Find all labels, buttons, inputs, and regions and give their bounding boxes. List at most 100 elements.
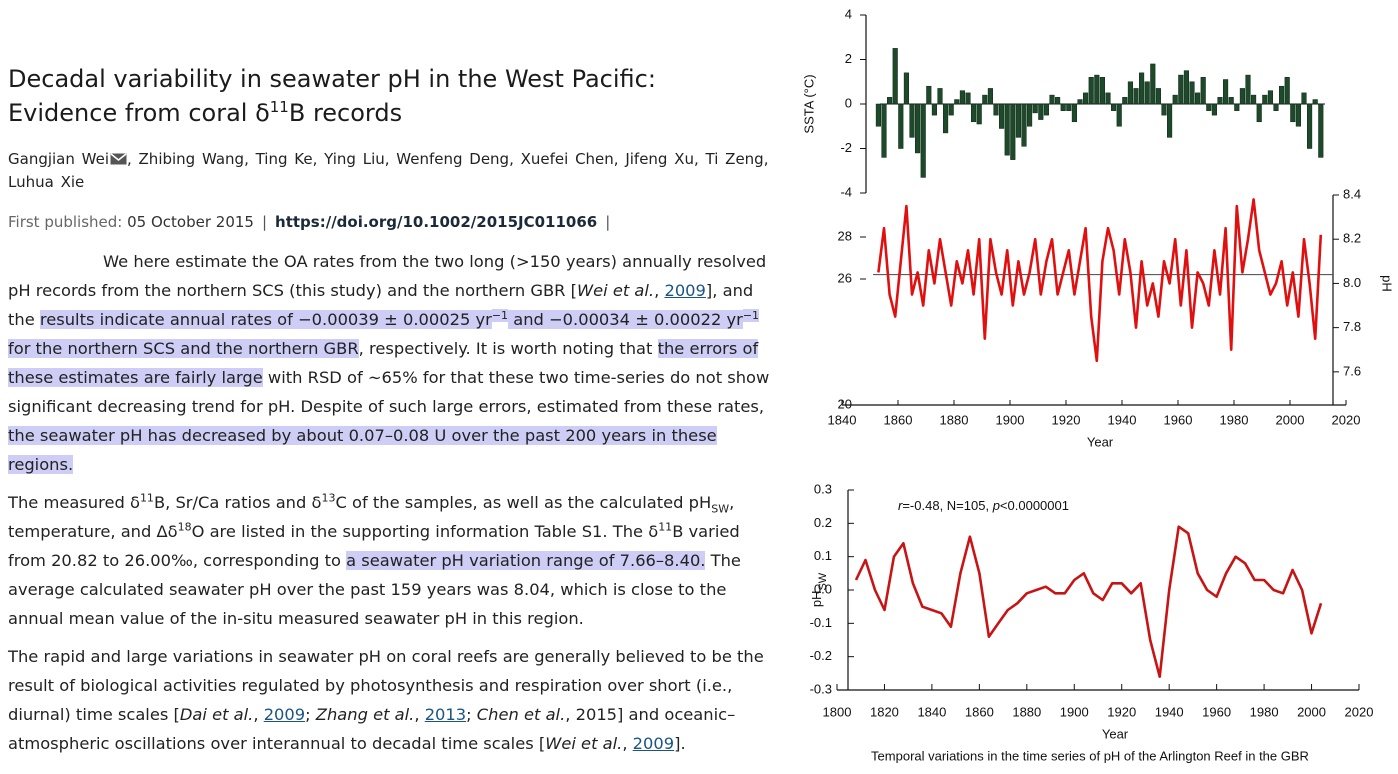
- x-tick-label: 2020: [1332, 412, 1361, 427]
- citation-link[interactable]: 2009: [664, 281, 706, 300]
- x-tick-label: 1900: [1060, 704, 1089, 719]
- bar: [1004, 103, 1010, 156]
- citation-link[interactable]: 2013: [424, 705, 467, 724]
- bar: [1021, 103, 1027, 147]
- y-tick-label: 20: [838, 396, 852, 411]
- bar: [1228, 97, 1234, 105]
- x-tick-label: 1900: [996, 412, 1025, 427]
- bar: [1010, 103, 1016, 160]
- y-tick-label: 4: [845, 6, 852, 21]
- text-run: a seawater pH variation range of 7.66–8.…: [346, 551, 706, 570]
- text-run: ,: [654, 281, 665, 300]
- bar: [1122, 97, 1128, 105]
- bar: [1245, 74, 1251, 105]
- text-run: Zhang et al.: [315, 705, 415, 724]
- bar: [1150, 63, 1156, 105]
- text-run: −1: [742, 308, 760, 322]
- text-run: ;: [466, 705, 477, 724]
- text-run: −1: [491, 308, 509, 322]
- annotation-part: p: [992, 498, 1000, 513]
- bar: [1015, 103, 1021, 138]
- text-run: C of the samples, as well as the calcula…: [335, 493, 712, 512]
- bar: [1223, 79, 1229, 105]
- text-run: for the northern SCS and the northern GB…: [8, 339, 359, 358]
- authors: Gangjian Wei, Zhibing Wang, Ting Ke, Yin…: [8, 148, 770, 194]
- citation-link[interactable]: 2009: [632, 734, 675, 753]
- y-tick-label: 26: [838, 270, 852, 285]
- email-icon[interactable]: [110, 153, 127, 165]
- y2-tick-label: 7.8: [1343, 319, 1361, 334]
- bar: [1144, 81, 1150, 105]
- body: We here estimate the OA rates from the t…: [8, 247, 770, 758]
- bar: [920, 103, 926, 178]
- x-tick-label: 1820: [870, 704, 899, 719]
- data-line: [877, 198, 1323, 363]
- text-run: 18: [177, 520, 192, 534]
- citation-link[interactable]: 2009: [263, 705, 306, 724]
- x-tick-label: 1940: [1108, 412, 1137, 427]
- y-tick-label: 0.3: [814, 481, 832, 496]
- article: Decadal variability in seawater pH in th…: [8, 62, 770, 767]
- x-tick-label: 1940: [1155, 704, 1184, 719]
- bar: [1295, 103, 1301, 127]
- text-run: The average calculated seawater pH over …: [8, 551, 741, 628]
- bar: [1161, 103, 1167, 116]
- bar: [1094, 74, 1100, 105]
- bar: [1211, 103, 1217, 116]
- annotation-part: =-0.48, N=105,: [902, 498, 992, 513]
- bar: [1172, 94, 1178, 105]
- article-title: Decadal variability in seawater pH in th…: [8, 62, 770, 130]
- bar: [1200, 77, 1206, 105]
- bar: [1127, 81, 1133, 105]
- y-tick-label: 0: [845, 95, 852, 110]
- text-run: 11: [658, 520, 673, 534]
- x-tick-label: 1840: [917, 704, 946, 719]
- bar: [1279, 85, 1285, 105]
- bar: [887, 97, 893, 105]
- y-tick-label: -0.1: [810, 615, 832, 630]
- text-run: O are listed in the supporting informati…: [191, 522, 659, 541]
- x-tick-label: 1960: [1164, 412, 1193, 427]
- bar: [915, 103, 921, 154]
- bar: [909, 103, 915, 138]
- text-run: ,: [253, 705, 264, 724]
- author-list[interactable]: , Zhibing Wang, Ting Ke, Ying Liu, Wenfe…: [8, 150, 769, 191]
- data-line: [854, 525, 1323, 678]
- bar: [903, 72, 909, 105]
- y2-tick-label: 8.4: [1343, 186, 1361, 201]
- x-tick-label: 1980: [1250, 704, 1279, 719]
- x-tick-label: 1920: [1052, 412, 1081, 427]
- bar: [1116, 103, 1122, 127]
- bar: [1060, 103, 1066, 111]
- text-run: 11: [139, 491, 154, 505]
- y2-axis-label: pH: [1380, 275, 1395, 292]
- text-run: We here estimate the OA rates from the t…: [8, 252, 767, 300]
- bar: [1195, 92, 1201, 105]
- x-tick-label: 1840: [828, 412, 857, 427]
- bar: [1318, 103, 1324, 158]
- y-axis-label: SSTA (°C): [801, 74, 816, 133]
- bar: [993, 103, 999, 116]
- text-run: Wei et al.: [545, 734, 623, 753]
- bar: [1133, 88, 1139, 105]
- bar: [1301, 92, 1307, 105]
- bar: [1167, 103, 1173, 138]
- bar: [1155, 88, 1161, 105]
- caption: Temporal variations in the time series o…: [871, 748, 1309, 763]
- author[interactable]: Gangjian Wei: [8, 150, 109, 168]
- bar: [1307, 103, 1313, 149]
- y-axis-label: pHSW: [809, 572, 828, 607]
- text-run: ].: [674, 734, 686, 753]
- doi-link[interactable]: https://doi.org/10.1002/2015JC011066: [275, 213, 598, 231]
- bar: [1256, 103, 1262, 123]
- text-run: B varied from 20.82 to 26.00‰, correspon…: [8, 522, 740, 570]
- text-run: SW: [711, 502, 730, 516]
- bar: [937, 88, 943, 105]
- bar: [1189, 81, 1195, 105]
- bar: [954, 99, 960, 105]
- text-run: ,: [622, 734, 633, 753]
- bar: [881, 103, 887, 158]
- x-axis-label: Year: [1102, 726, 1129, 741]
- text-run: ], and the: [8, 281, 754, 329]
